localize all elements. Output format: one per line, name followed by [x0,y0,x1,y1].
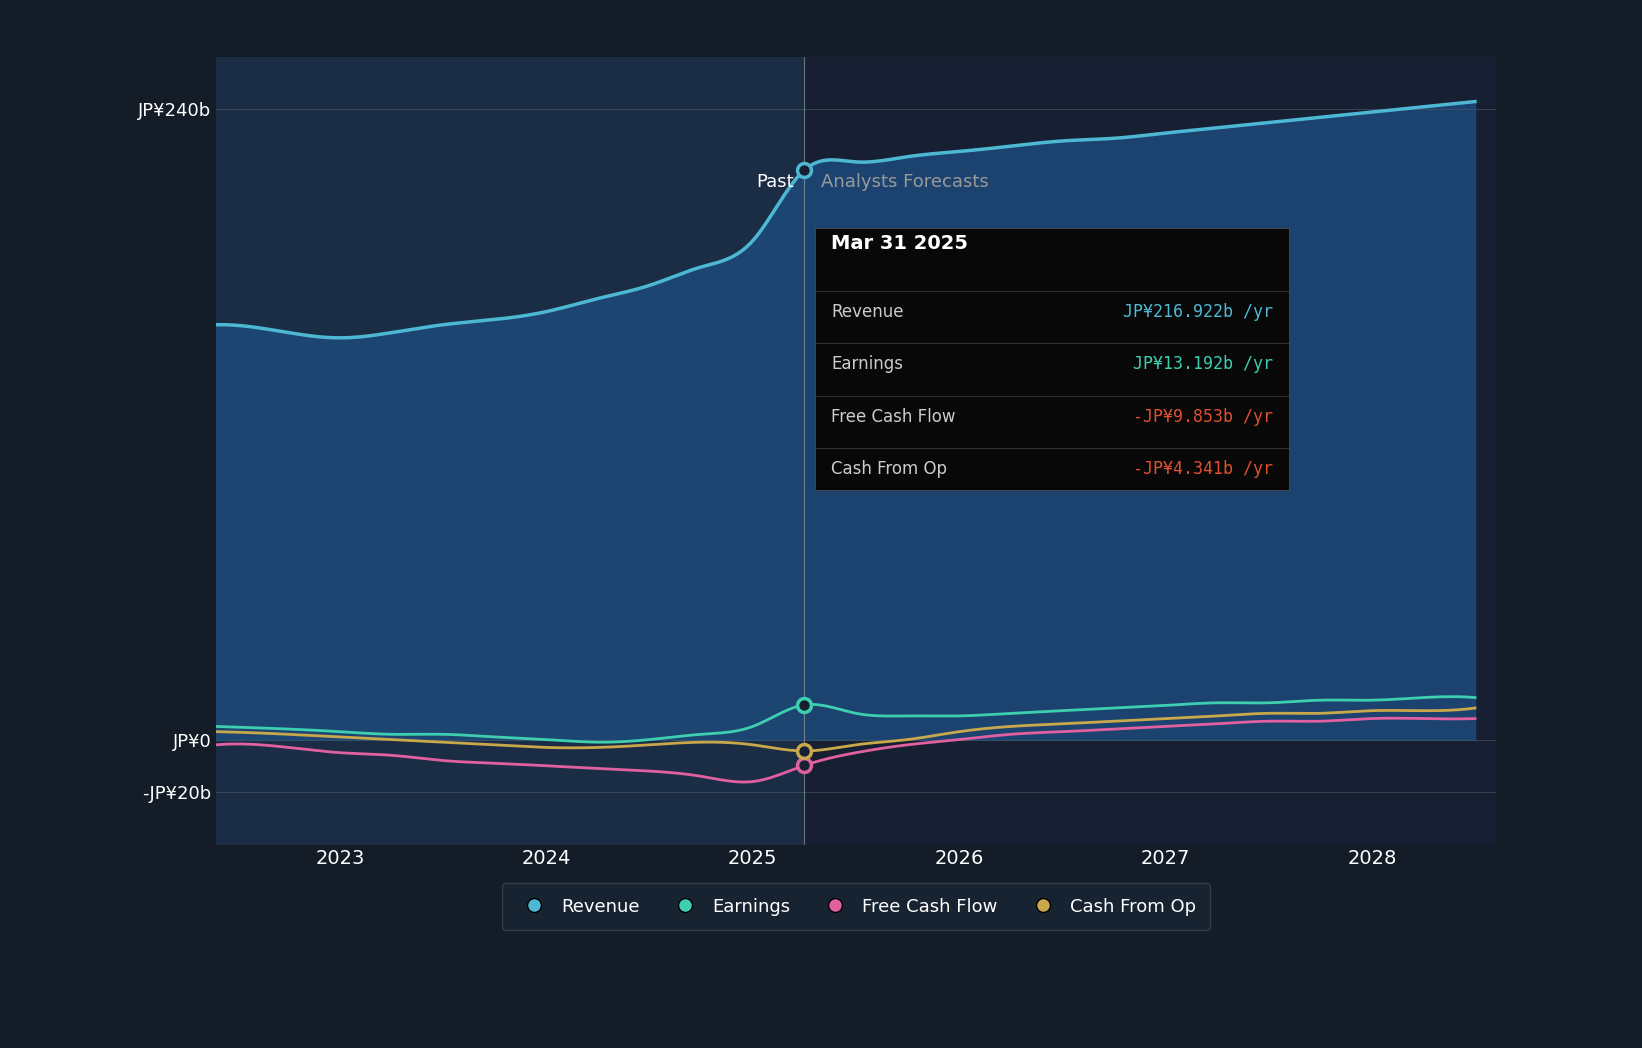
Bar [217,57,805,845]
Text: Earnings: Earnings [831,355,903,373]
Text: Revenue: Revenue [831,303,903,321]
Bar [805,57,1496,845]
Text: -JP¥4.341b /yr: -JP¥4.341b /yr [1133,460,1273,478]
Text: Cash From Op: Cash From Op [831,460,947,478]
Text: -JP¥9.853b /yr: -JP¥9.853b /yr [1133,408,1273,425]
FancyBboxPatch shape [814,227,1289,490]
Legend: Revenue, Earnings, Free Cash Flow, Cash From Op: Revenue, Earnings, Free Cash Flow, Cash … [501,883,1210,930]
Text: Past: Past [757,173,795,191]
Text: Analysts Forecasts: Analysts Forecasts [821,173,988,191]
Text: Mar 31 2025: Mar 31 2025 [831,234,969,253]
Text: JP¥216.922b /yr: JP¥216.922b /yr [1123,303,1273,321]
Text: JP¥13.192b /yr: JP¥13.192b /yr [1133,355,1273,373]
Text: Free Cash Flow: Free Cash Flow [831,408,956,425]
